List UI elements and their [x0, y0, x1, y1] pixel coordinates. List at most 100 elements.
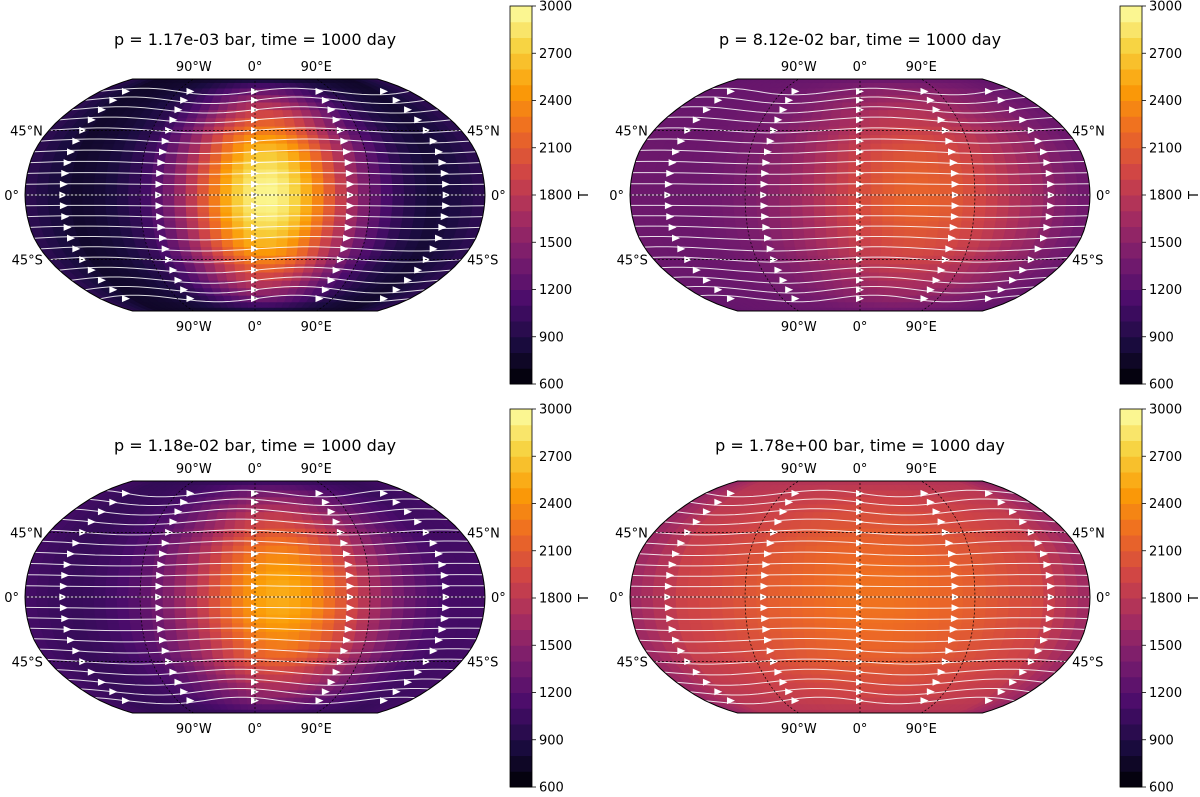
colorbar-tick-label: 600	[539, 781, 564, 796]
field-cell	[982, 160, 997, 170]
streamline-arrow	[59, 593, 68, 601]
field-cell	[390, 168, 404, 179]
streamline-arrow	[1034, 137, 1043, 145]
field-cell	[162, 203, 176, 213]
field-cell	[1005, 622, 1020, 632]
field-cell	[1031, 194, 1045, 205]
field-cell	[688, 570, 702, 581]
field-cell	[913, 237, 927, 248]
streamline-arrow	[97, 678, 106, 686]
field-cell	[793, 639, 807, 650]
map-outline	[24, 480, 486, 714]
field-cell	[792, 553, 806, 563]
field-cell	[833, 689, 845, 698]
field-cell	[871, 579, 884, 589]
field-cell	[971, 622, 986, 632]
field-cell	[1029, 613, 1044, 624]
field-cell	[321, 220, 335, 230]
field-cell	[871, 605, 884, 615]
streamline-arrow	[174, 276, 183, 284]
field-cell	[266, 605, 279, 615]
field-cell	[232, 639, 245, 650]
lat-label-right: 45°N	[467, 124, 500, 139]
field-cell	[1076, 605, 1090, 615]
streamline-arrow	[1040, 234, 1048, 242]
field-cell	[323, 185, 336, 196]
field-cell	[186, 160, 200, 170]
field-cell	[982, 622, 997, 632]
field-cell	[241, 708, 250, 713]
field-cell	[225, 271, 238, 281]
field-cell	[449, 587, 463, 598]
field-cell	[893, 177, 907, 187]
field-cell	[220, 587, 233, 598]
field-cell	[247, 703, 256, 710]
streamline-arrow	[404, 508, 413, 516]
streamline-arrow	[343, 550, 351, 558]
colorbar-tick-label: 1200	[539, 686, 572, 701]
streamline-arrow	[251, 223, 259, 231]
field-cell	[802, 613, 816, 624]
streamline-arrow	[251, 245, 259, 253]
field-cell	[816, 134, 830, 144]
field-cell	[642, 211, 657, 222]
field-cell	[353, 229, 368, 239]
streamline-arrow	[315, 697, 324, 705]
field-cell	[814, 220, 827, 230]
field-cell	[471, 177, 485, 187]
field-cell	[296, 79, 310, 84]
field-cell	[380, 579, 394, 589]
field-cell	[299, 211, 313, 222]
field-cell	[353, 631, 368, 641]
field-cell	[962, 203, 976, 213]
field-cell	[699, 570, 714, 581]
field-cell	[913, 79, 929, 84]
field-cell	[128, 570, 143, 581]
field-cell	[734, 160, 749, 170]
streamline-arrow	[67, 148, 75, 156]
field-cell	[284, 125, 298, 136]
field-cell	[426, 185, 440, 196]
field-cell	[220, 160, 233, 170]
colorbar-tick-label: 900	[539, 733, 564, 748]
field-cell	[711, 613, 725, 624]
field-cell	[200, 536, 214, 546]
field-cell	[232, 246, 245, 256]
field-cell	[825, 220, 838, 230]
field-cell	[117, 570, 131, 581]
field-cell	[961, 168, 975, 179]
field-cell	[320, 151, 334, 161]
field-cell	[174, 168, 188, 179]
field-cell	[369, 194, 382, 205]
field-cell	[871, 596, 884, 607]
streamline-arrow	[155, 582, 164, 590]
field-cell	[106, 613, 120, 624]
field-cell	[208, 587, 221, 598]
field-cell	[830, 673, 843, 683]
field-cell	[277, 622, 290, 632]
field-cell	[458, 613, 473, 624]
field-cell	[880, 246, 893, 256]
field-cell	[369, 587, 382, 598]
field-cell	[698, 203, 712, 213]
field-cell	[871, 79, 881, 84]
field-cell	[413, 211, 427, 222]
field-cell	[401, 211, 416, 222]
field-cell	[723, 160, 738, 170]
field-cell	[698, 587, 712, 598]
field-cell	[415, 185, 428, 196]
lon-label-top: 90°E	[301, 60, 332, 75]
field-cell	[166, 142, 180, 153]
field-cell	[687, 177, 701, 187]
field-cell	[357, 596, 371, 607]
field-cell	[36, 579, 50, 589]
field-cell	[254, 109, 266, 119]
field-cell	[340, 79, 356, 84]
lat-label-left: 45°N	[10, 526, 43, 541]
field-cell	[939, 596, 953, 607]
streamline-arrow	[779, 276, 788, 284]
field-cell	[831, 279, 844, 289]
field-cell	[208, 596, 221, 607]
field-cell	[36, 587, 49, 598]
field-cell	[247, 481, 256, 486]
